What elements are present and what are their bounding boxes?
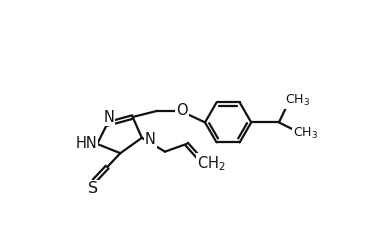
Text: HN: HN — [76, 136, 97, 152]
Text: CH$_2$: CH$_2$ — [197, 155, 225, 173]
Text: O: O — [176, 103, 188, 118]
Text: CH$_3$: CH$_3$ — [293, 126, 318, 141]
Text: CH$_3$: CH$_3$ — [285, 92, 310, 108]
Text: S: S — [88, 181, 98, 196]
Text: N: N — [103, 110, 114, 124]
Text: N: N — [145, 132, 156, 147]
